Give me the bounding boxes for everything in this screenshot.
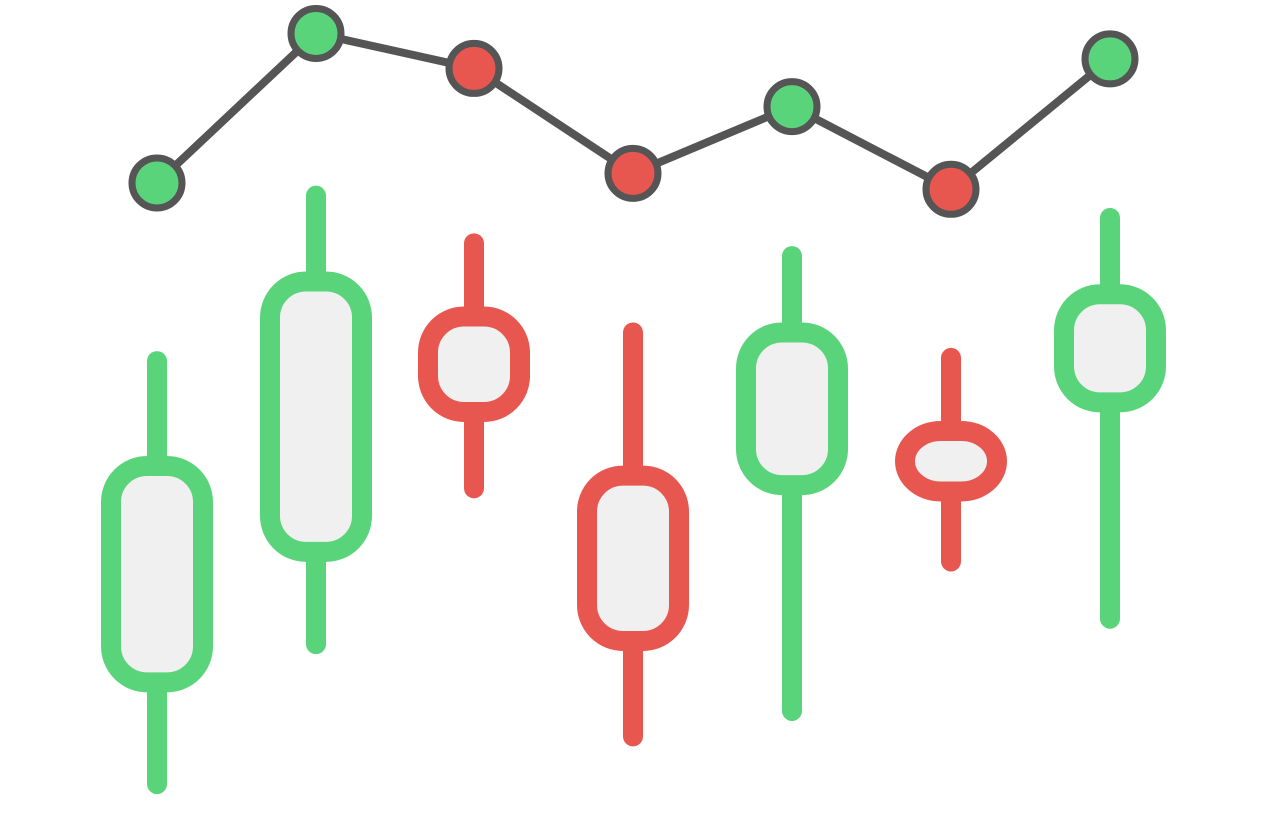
trend-point-2	[287, 4, 345, 62]
trend-point-3	[445, 39, 503, 97]
candle-body	[895, 421, 1007, 502]
candle-body	[577, 465, 689, 651]
trend-point-6	[922, 160, 980, 218]
candle-3	[418, 233, 530, 499]
candle-2	[260, 185, 372, 655]
candle-body	[101, 456, 213, 693]
trend-point-4	[604, 144, 662, 202]
candle-body	[418, 306, 530, 422]
candles-group	[101, 185, 1166, 795]
candle-6	[895, 347, 1007, 572]
candle-4	[577, 322, 689, 747]
trend-point-5	[763, 78, 821, 136]
trend-line-group	[128, 4, 1139, 218]
trend-point-1	[128, 154, 186, 212]
candle-body	[260, 271, 372, 562]
candle-body	[1054, 284, 1166, 413]
trend-point-7	[1081, 30, 1139, 88]
candle-5	[736, 246, 848, 721]
candle-body	[736, 322, 848, 496]
candle-7	[1054, 207, 1166, 629]
candle-1	[101, 351, 213, 795]
